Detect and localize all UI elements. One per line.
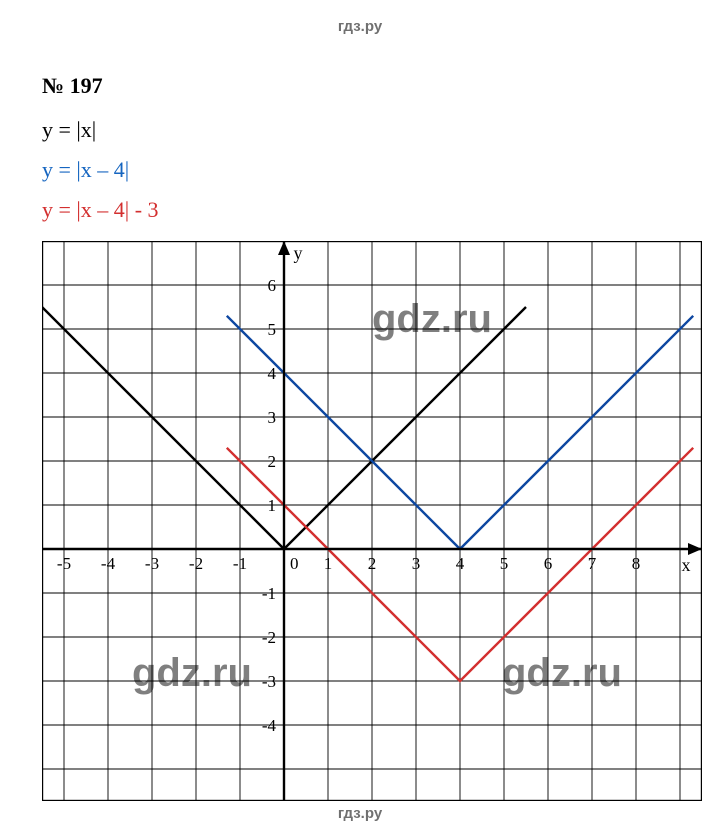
- x-tick-label: 2: [368, 554, 377, 573]
- y-tick-label: -2: [262, 628, 276, 647]
- y-tick-label: 6: [268, 276, 277, 295]
- x-tick-label: 3: [412, 554, 421, 573]
- x-tick-label: -5: [57, 554, 71, 573]
- y-tick-label: 1: [268, 496, 277, 515]
- x-tick-label: 6: [544, 554, 553, 573]
- y-tick-label: -3: [262, 672, 276, 691]
- x-tick-label: 1: [324, 554, 333, 573]
- x-tick-label: 7: [588, 554, 597, 573]
- y-tick-label: 4: [268, 364, 277, 383]
- problem-number: № 197: [42, 73, 720, 99]
- y-tick-label: -1: [262, 584, 276, 603]
- equation-1: y = |x|: [42, 117, 720, 143]
- site-header: гдз.ру: [0, 18, 720, 35]
- x-tick-label: 5: [500, 554, 509, 573]
- site-footer: гдз.ру: [0, 805, 720, 822]
- x-tick-label: -2: [189, 554, 203, 573]
- y-tick-label: 3: [268, 408, 277, 427]
- y-axis-label: y: [294, 243, 303, 263]
- x-tick-label: -1: [233, 554, 247, 573]
- equation-3: y = |x – 4| - 3: [42, 197, 720, 223]
- x-tick-label: 8: [632, 554, 641, 573]
- x-tick-label: 4: [456, 554, 465, 573]
- content: № 197 y = |x| y = |x – 4| y = |x – 4| - …: [0, 35, 720, 801]
- y-tick-label: 2: [268, 452, 277, 471]
- chart-svg: -5 -4 -3 -2 -1 0 1 2 3 4 5 6 7 8 -4 -3 -2 -1 1 2 3 4 5 6 x y: [42, 241, 702, 801]
- x-tick-label: 0: [290, 554, 299, 573]
- y-tick-label: -4: [262, 716, 277, 735]
- x-tick-label: -4: [101, 554, 116, 573]
- chart: -5-4-3-2-1012345678-4-3-2-1123456xy gdz.…: [42, 241, 702, 801]
- equation-2: y = |x – 4|: [42, 157, 720, 183]
- y-tick-label: 5: [268, 320, 277, 339]
- x-tick-label: -3: [145, 554, 159, 573]
- x-axis-label: x: [682, 555, 691, 575]
